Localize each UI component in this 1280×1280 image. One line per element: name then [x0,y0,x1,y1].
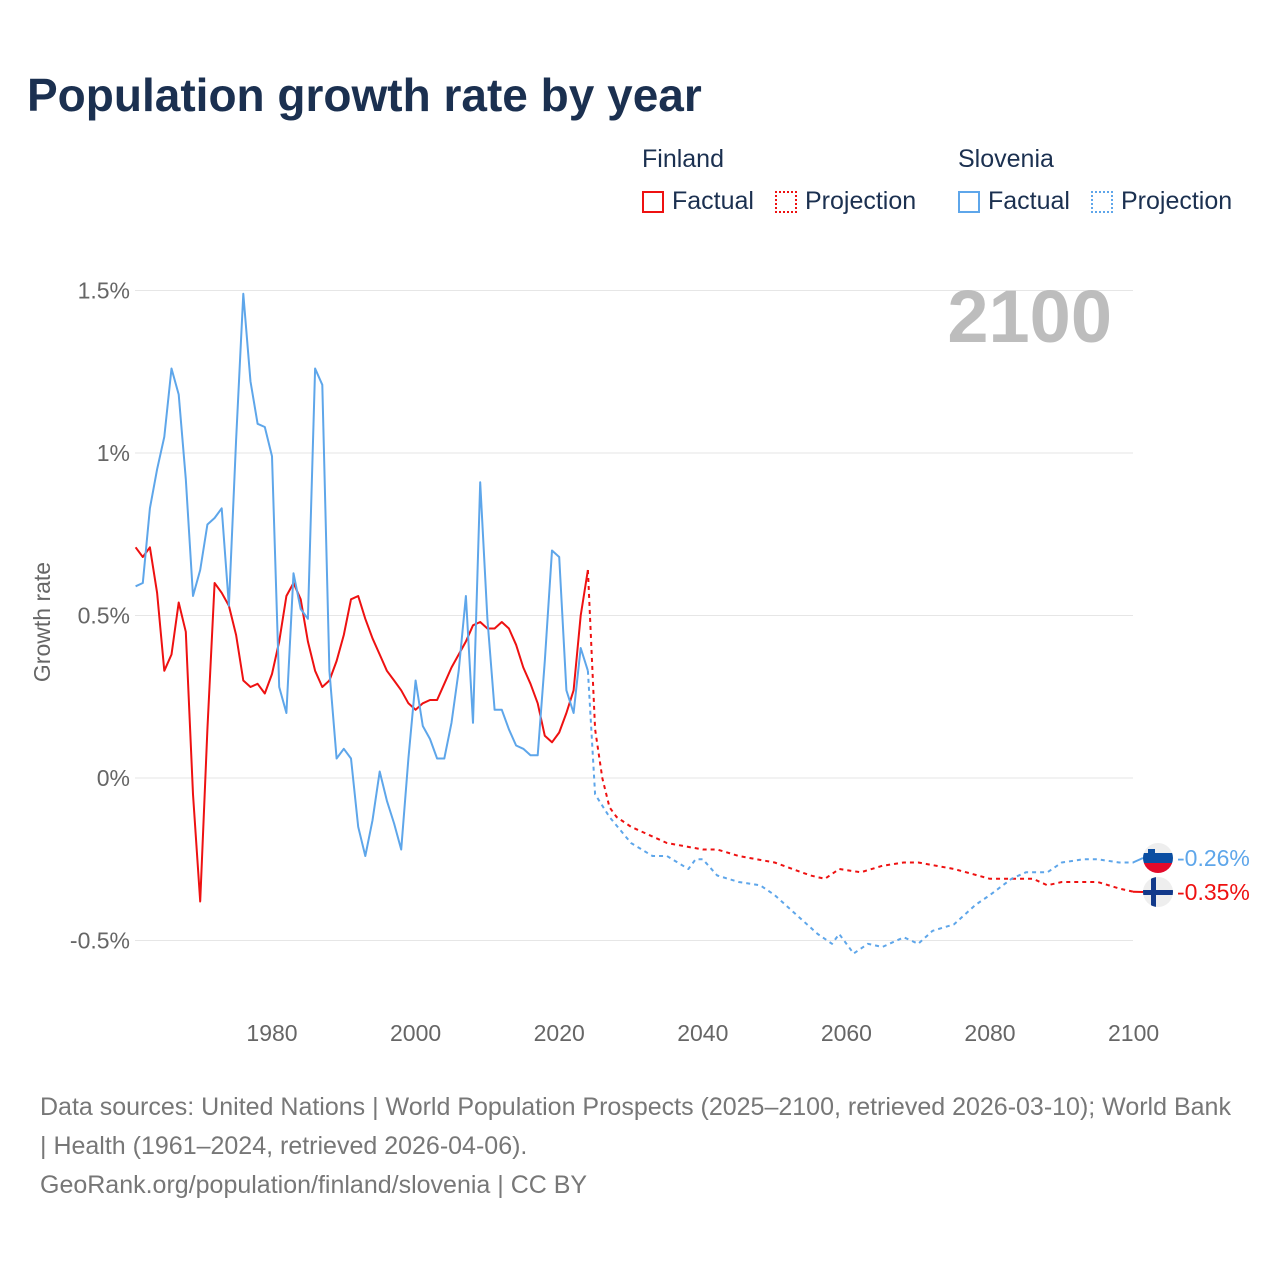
legend-swatch-solid [642,190,664,213]
y-tick-label: 1% [97,440,130,466]
current-year-label: 2100 [947,275,1112,358]
finland-factual-line [134,546,589,903]
legend-finland-title: Finland [642,145,724,173]
line-chart: -0.5% 0% 0.5% 1% 1.5% 1980 2000 2020 2040 2060 20… [29,275,1250,1046]
legend-label: Projection [805,187,917,215]
y-tick-label: 1.5% [78,278,130,304]
legend-finland-projection[interactable]: Projection [775,187,916,216]
finland-end-value: -0.35% [1177,879,1250,905]
y-tick-label: -0.5% [70,928,130,954]
slovenia-projection-line [586,670,1134,955]
slovenia-connector [1132,857,1144,864]
slovenia-flag-icon [1143,843,1173,873]
legend-label: Factual [672,187,754,215]
y-tick-label: 0.5% [78,603,130,629]
legend-slovenia-factual[interactable]: Factual [958,187,1070,216]
slovenia-factual-line [135,292,589,857]
legend-swatch-dotted [775,190,797,213]
x-tick-label: 1980 [246,1020,297,1046]
legend-swatch-dotted [1091,190,1113,213]
x-tick-label: 2080 [964,1020,1015,1046]
legend-swatch-solid [958,190,980,213]
slovenia-end-value: -0.26% [1177,845,1250,871]
legend-finland-factual[interactable]: Factual [642,187,754,216]
x-tick-label: 2000 [390,1020,441,1046]
footer: Data sources: United Nations | World Pop… [40,1088,1240,1205]
legend-label: Projection [1121,187,1233,215]
x-tick-label: 2060 [821,1020,872,1046]
x-tick-label: 2040 [677,1020,728,1046]
x-tick-label: 2100 [1108,1020,1159,1046]
attribution: GeoRank.org/population/finland/slovenia … [40,1171,588,1199]
y-tick-label: 0% [97,765,130,791]
legend-label: Factual [988,187,1070,215]
legend-slovenia-projection[interactable]: Projection [1091,187,1232,216]
x-tick-label: 2020 [534,1020,585,1046]
finland-flag-icon [1143,877,1173,907]
y-axis-label: Growth rate [29,562,55,682]
data-sources: Data sources: United Nations | World Pop… [40,1093,1231,1160]
chart-title: Population growth rate by year [27,69,702,121]
legend-slovenia-title: Slovenia [958,145,1054,173]
finland-projection-line [586,569,1134,893]
